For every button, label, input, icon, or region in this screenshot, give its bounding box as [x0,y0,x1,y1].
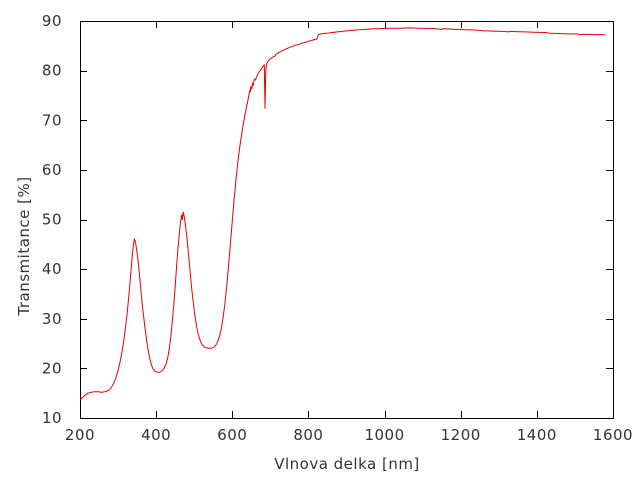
x-tick-label: 1600 [593,426,633,444]
x-tick-label: 1400 [517,426,557,444]
y-axis-title: Transmitance [%] [15,176,33,316]
y-tick-label: 20 [42,359,62,377]
y-tick-label: 50 [42,211,62,229]
y-tick-label: 30 [42,310,62,328]
y-tick-label: 40 [42,260,62,278]
x-axis-title: Vlnova delka [nm] [274,455,420,473]
x-tick-label: 600 [217,426,247,444]
x-tick-label: 200 [65,426,95,444]
y-tick-label: 70 [42,111,62,129]
x-tick-label: 800 [293,426,323,444]
y-tick-label: 10 [42,409,62,427]
y-tick-label: 90 [42,12,62,30]
y-tick-label: 80 [42,62,62,80]
y-tick-label: 60 [42,161,62,179]
x-tick-label: 1200 [441,426,481,444]
transmittance-curve [79,27,606,401]
x-tick-label: 400 [141,426,171,444]
x-tick-label: 1000 [364,426,404,444]
plot-border [80,21,614,419]
